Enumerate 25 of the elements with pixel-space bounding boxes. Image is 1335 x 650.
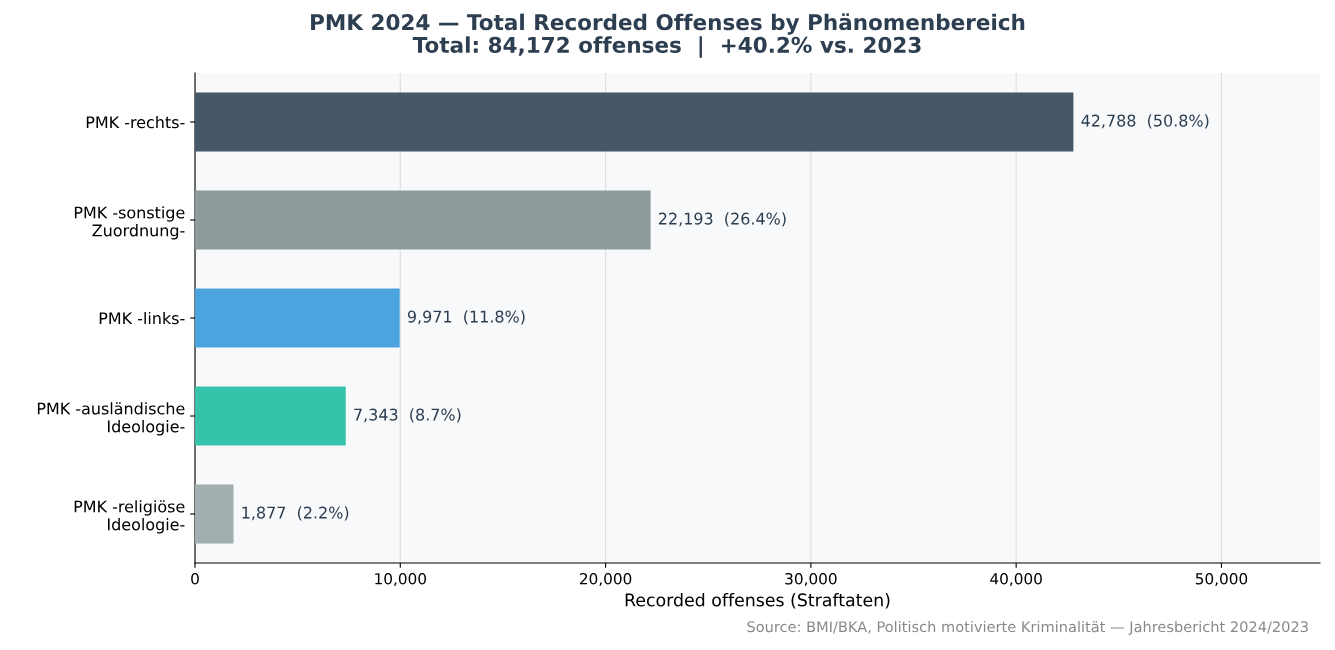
chart-title: PMK 2024 — Total Recorded Offenses by Phänomenbereich	[311, 13, 1025, 35]
data-label: 1,877 (2.2%)	[242, 506, 349, 521]
bar	[195, 288, 400, 348]
y-tick-label: PMK -ausländische Ideologie-	[37, 402, 185, 436]
x-tick-label: 0	[191, 572, 199, 585]
x-tick-label: 50,000	[1195, 572, 1248, 587]
y-tick-label: PMK -links-	[99, 311, 185, 325]
bar	[195, 190, 651, 250]
data-label: 42,788 (50.8%)	[1081, 114, 1209, 129]
chart-subtitle: Total: 84,172 offenses | +40.2% vs. 2023	[412, 36, 921, 58]
y-tick-label: PMK -rechts-	[86, 115, 185, 129]
data-label: 7,343 (8.7%)	[354, 408, 461, 423]
y-tick-label: PMK -sonstige Zuordnung-	[74, 206, 185, 240]
bar	[195, 386, 346, 446]
data-label: 22,193 (26.4%)	[658, 212, 786, 227]
x-tick-label: 10,000	[375, 572, 427, 587]
source-note: Source: BMI/BKA, Politisch motivierte Kriminalität — Jahresbericht 2024/2023	[747, 620, 1308, 635]
x-tick-label: 20,000	[579, 572, 632, 587]
y-tick-label: PMK -religiöse Ideologie-	[74, 500, 185, 534]
x-tick-label: 30,000	[785, 572, 837, 587]
x-tick-label: 40,000	[990, 572, 1042, 587]
data-label: 9,971 (11.8%)	[407, 310, 525, 325]
bar	[195, 484, 234, 544]
x-axis-title: Recorded offenses (Straftaten)	[625, 593, 890, 609]
bar	[195, 92, 1074, 152]
